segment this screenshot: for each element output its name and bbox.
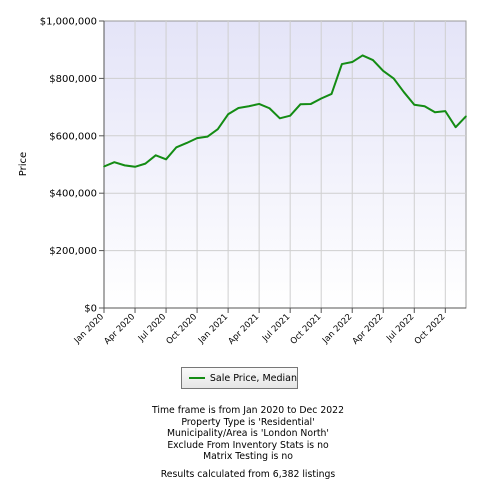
data-point	[123, 164, 126, 167]
x-tick-label: Apr 2020	[102, 312, 137, 347]
data-point	[185, 142, 188, 144]
y-tick-label: $1,000,000	[40, 17, 97, 28]
x-tick-label: Oct 2020	[165, 312, 200, 347]
data-point	[237, 107, 240, 109]
legend-label: Sale Price, Median	[209, 372, 297, 384]
data-point	[413, 104, 416, 106]
data-point	[341, 63, 343, 65]
data-point	[382, 70, 385, 72]
data-point	[310, 103, 312, 105]
data-point	[392, 77, 395, 80]
data-point	[165, 158, 167, 161]
y-tick-label: $600,000	[49, 131, 97, 142]
data-point	[216, 128, 219, 130]
data-point	[372, 59, 374, 61]
data-point	[434, 111, 436, 114]
series-line-sale-price-median	[103, 54, 467, 168]
data-point	[154, 154, 157, 157]
plot-area	[103, 20, 467, 309]
note-results-count: Results calculated from 6,382 listings	[160, 468, 336, 480]
data-point	[454, 126, 457, 128]
x-tick-label: Oct 2022	[413, 312, 448, 347]
data-point	[351, 61, 354, 63]
data-point	[144, 162, 147, 165]
note-exclude-inventory: Exclude From Inventory Stats is no	[167, 439, 329, 451]
data-point	[206, 135, 209, 138]
data-point	[113, 161, 116, 164]
y-tick-label: $0	[84, 304, 97, 315]
x-tick-label: Apr 2022	[351, 312, 386, 347]
legend-swatch	[189, 377, 205, 379]
note-time-frame: Time frame is from Jan 2020 to Dec 2022	[152, 405, 344, 416]
data-point	[465, 115, 467, 118]
note-municipality: Municipality/Area is 'London North'	[166, 428, 329, 440]
data-point	[361, 54, 364, 57]
data-point	[248, 105, 250, 108]
data-point	[227, 113, 229, 116]
data-point	[403, 91, 405, 93]
x-tick-label: Jan 2021	[196, 312, 230, 346]
data-point	[444, 110, 447, 112]
x-tick-label: Jan 2020	[72, 312, 106, 346]
data-point	[175, 146, 178, 149]
legend: Sale Price, Median	[181, 367, 298, 389]
note-property-type: Property Type is 'Residential'	[181, 416, 315, 428]
data-point	[289, 114, 291, 117]
data-point	[330, 93, 333, 95]
data-point	[320, 97, 323, 100]
data-point	[279, 117, 281, 120]
x-tick-label: Jan 2022	[320, 312, 354, 346]
y-axis-title: Price	[18, 152, 29, 176]
y-tick-label: $800,000	[49, 74, 97, 85]
line-chart: $0 $200,000 $400,000 $600,000 $800,000 $1,000…	[18, 17, 467, 347]
chart-notes: Time frame is from Jan 2020 to Dec 2022 …	[0, 405, 480, 481]
x-tick-label: Apr 2021	[227, 312, 262, 347]
data-point	[258, 103, 260, 105]
x-tick-label: Oct 2021	[289, 312, 324, 347]
y-tick-label: $400,000	[49, 189, 97, 200]
data-point	[134, 165, 136, 168]
note-matrix-testing: Matrix Testing is no	[203, 451, 293, 463]
data-point	[103, 165, 105, 168]
data-point	[423, 105, 426, 108]
data-point	[268, 107, 271, 110]
y-tick-label: $200,000	[49, 246, 97, 257]
data-point	[299, 103, 302, 106]
data-point	[196, 137, 198, 139]
